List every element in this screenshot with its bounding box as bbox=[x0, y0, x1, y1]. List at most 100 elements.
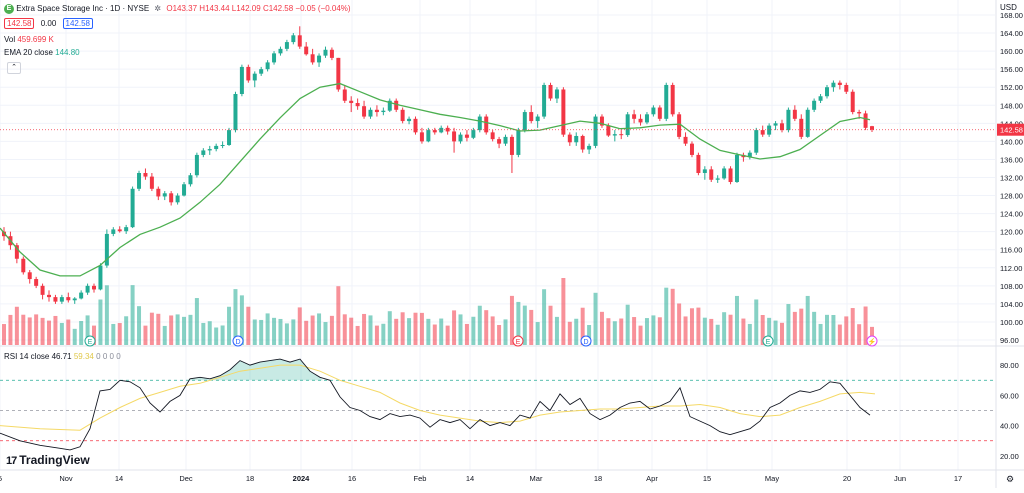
event-marker[interactable] bbox=[84, 335, 96, 347]
candle-body[interactable] bbox=[419, 132, 424, 142]
collapse-legend-button[interactable]: ⌃ bbox=[7, 62, 21, 74]
candle-body[interactable] bbox=[342, 89, 347, 101]
candle-body[interactable] bbox=[124, 227, 129, 232]
candle-body[interactable] bbox=[625, 114, 630, 136]
candle-body[interactable] bbox=[355, 103, 360, 107]
candle-body[interactable] bbox=[799, 118, 804, 137]
candle-body[interactable] bbox=[689, 143, 694, 155]
currency-label[interactable]: USD bbox=[1000, 3, 1017, 12]
candle-body[interactable] bbox=[426, 130, 431, 142]
candle-body[interactable] bbox=[722, 168, 727, 179]
candle-body[interactable] bbox=[747, 152, 752, 158]
candle-body[interactable] bbox=[561, 89, 566, 135]
candle-body[interactable] bbox=[92, 285, 97, 290]
symbol-title[interactable]: Extra Space Storage Inc · 1D · NYSE bbox=[16, 4, 150, 14]
candle-body[interactable] bbox=[773, 123, 778, 126]
candle-body[interactable] bbox=[188, 175, 193, 185]
candle-body[interactable] bbox=[310, 54, 315, 63]
candle-body[interactable] bbox=[66, 297, 71, 301]
candle-body[interactable] bbox=[117, 229, 122, 232]
candle-body[interactable] bbox=[14, 245, 19, 259]
candle-body[interactable] bbox=[400, 109, 405, 122]
candle-body[interactable] bbox=[734, 154, 739, 183]
candle-body[interactable] bbox=[670, 84, 675, 115]
candle-body[interactable] bbox=[754, 130, 759, 153]
candle-body[interactable] bbox=[632, 114, 637, 119]
candle-body[interactable] bbox=[21, 258, 26, 273]
candle-body[interactable] bbox=[644, 114, 649, 123]
candle-body[interactable] bbox=[2, 231, 6, 237]
candle-body[interactable] bbox=[233, 93, 238, 131]
settings-icon[interactable]: ⚙ bbox=[1006, 475, 1014, 485]
candle-body[interactable] bbox=[587, 145, 592, 150]
candle-body[interactable] bbox=[831, 82, 836, 88]
candle-body[interactable] bbox=[677, 114, 682, 137]
candle-body[interactable] bbox=[760, 130, 765, 135]
candle-body[interactable] bbox=[85, 285, 90, 293]
candle-body[interactable] bbox=[857, 112, 862, 114]
candle-body[interactable] bbox=[387, 100, 392, 111]
candle-body[interactable] bbox=[477, 116, 482, 131]
candle-body[interactable] bbox=[548, 84, 553, 99]
candle-body[interactable] bbox=[786, 109, 791, 131]
event-marker[interactable] bbox=[512, 335, 524, 347]
candle-body[interactable] bbox=[227, 130, 232, 145]
event-marker[interactable] bbox=[232, 335, 244, 347]
candle-body[interactable] bbox=[79, 292, 84, 299]
candle-body[interactable] bbox=[837, 82, 842, 85]
candle-body[interactable] bbox=[336, 57, 341, 90]
candle-body[interactable] bbox=[368, 109, 373, 117]
rsi-legend[interactable]: RSI 14 close 46.71 59.34 0 0 0 0 bbox=[4, 352, 121, 362]
candle-body[interactable] bbox=[490, 132, 495, 140]
tradingview-logo[interactable]: 17 TradingView bbox=[6, 453, 90, 467]
settings-gear-icon[interactable]: ✲ bbox=[154, 4, 162, 14]
candle-body[interactable] bbox=[137, 172, 142, 189]
candle-body[interactable] bbox=[265, 62, 270, 70]
candle-body[interactable] bbox=[850, 91, 855, 113]
rsi-line[interactable] bbox=[0, 358, 871, 451]
candle-body[interactable] bbox=[567, 134, 572, 143]
candle-body[interactable] bbox=[214, 145, 219, 150]
candle-body[interactable] bbox=[516, 130, 521, 155]
candle-body[interactable] bbox=[246, 66, 251, 81]
candle-body[interactable] bbox=[201, 150, 206, 155]
candle-body[interactable] bbox=[432, 130, 437, 133]
candle-body[interactable] bbox=[792, 109, 797, 119]
rsi-ma-line[interactable] bbox=[0, 364, 876, 431]
candle-body[interactable] bbox=[329, 49, 334, 58]
candle-body[interactable] bbox=[593, 116, 598, 146]
candle-body[interactable] bbox=[175, 195, 180, 203]
candle-body[interactable] bbox=[297, 35, 302, 47]
candle-body[interactable] bbox=[818, 96, 823, 101]
candle-body[interactable] bbox=[844, 84, 849, 92]
candle-body[interactable] bbox=[497, 139, 502, 144]
candle-body[interactable] bbox=[304, 46, 309, 55]
candle-body[interactable] bbox=[394, 100, 399, 110]
candle-body[interactable] bbox=[464, 134, 469, 138]
event-marker[interactable] bbox=[580, 335, 592, 347]
candle-body[interactable] bbox=[529, 112, 534, 122]
candle-body[interactable] bbox=[657, 107, 662, 119]
candle-body[interactable] bbox=[59, 297, 64, 302]
candle-body[interactable] bbox=[612, 134, 617, 136]
candle-body[interactable] bbox=[130, 188, 135, 228]
candle-body[interactable] bbox=[27, 272, 32, 280]
ask-badge[interactable]: 142.58 bbox=[62, 18, 93, 29]
candle-body[interactable] bbox=[702, 169, 707, 173]
candle-body[interactable] bbox=[825, 87, 829, 97]
candle-body[interactable] bbox=[664, 84, 669, 119]
candle-body[interactable] bbox=[194, 154, 199, 176]
candle-body[interactable] bbox=[53, 297, 58, 302]
candle-body[interactable] bbox=[458, 134, 463, 142]
candle-body[interactable] bbox=[259, 69, 264, 74]
candle-body[interactable] bbox=[503, 136, 508, 144]
candle-body[interactable] bbox=[169, 193, 174, 203]
candle-body[interactable] bbox=[599, 116, 604, 126]
candle-body[interactable] bbox=[683, 136, 688, 144]
candle-body[interactable] bbox=[471, 130, 476, 138]
candle-body[interactable] bbox=[805, 109, 810, 137]
candle-body[interactable] bbox=[580, 135, 585, 150]
candle-body[interactable] bbox=[863, 113, 868, 128]
candle-body[interactable] bbox=[272, 53, 277, 63]
